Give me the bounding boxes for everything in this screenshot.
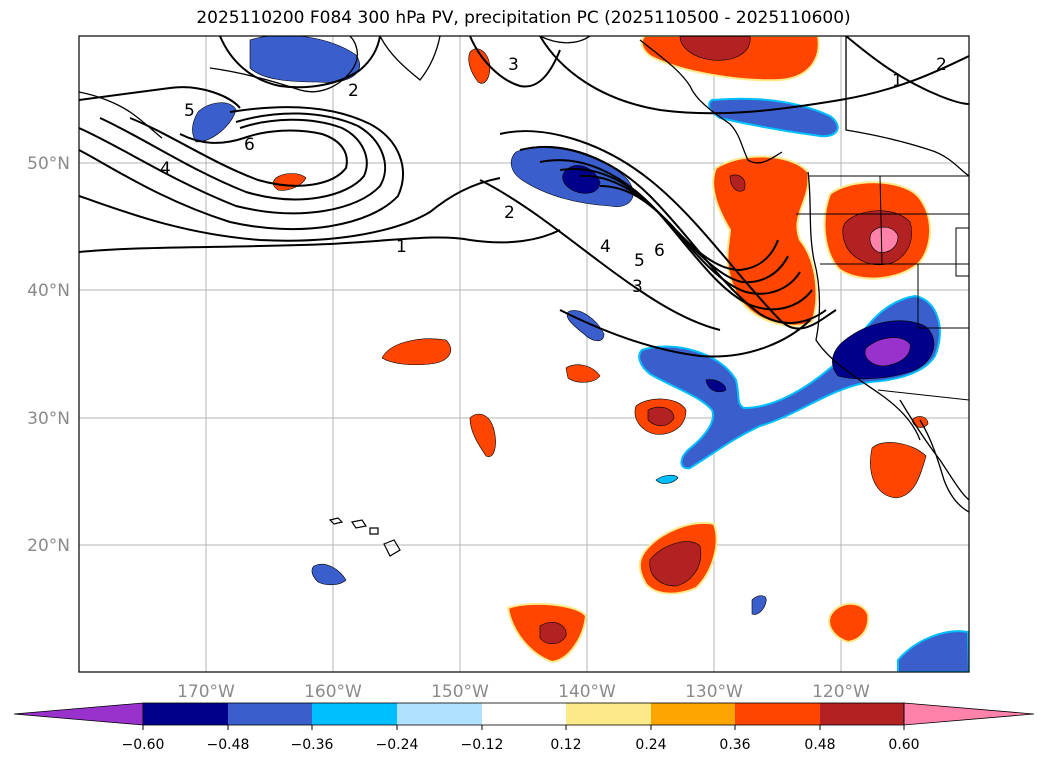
pv-label-4: 4: [160, 159, 171, 179]
precip-positive-areas: [272, 36, 932, 664]
latitude-labels: 50°N 40°N 30°N 20°N: [27, 154, 70, 556]
colorbar-frame: [142, 702, 905, 726]
pv-label-6: 6: [244, 135, 255, 155]
neg-area-gulf-small: [192, 102, 237, 143]
colorbar-tick-label-8: 0.36: [719, 737, 750, 753]
colorbar-tick-label-4: −0.24: [376, 737, 419, 753]
pos-area-tropical-core: [649, 541, 702, 587]
pv-contour-north: [469, 36, 561, 88]
pv-label-12: 6: [654, 241, 665, 261]
coastlines: [79, 36, 969, 513]
neg-area-small-tropical: [751, 595, 767, 615]
pos-area-alaska-core: [679, 36, 751, 61]
neg-area-bc-coast: [708, 97, 839, 138]
pv-contour-east-4: [559, 168, 801, 295]
colorbar-segment-8: [735, 703, 820, 725]
pv-label-3: 3: [632, 277, 643, 297]
longitude-labels: 170°W 160°W 150°W 140°W 130°W 120°W: [177, 682, 870, 702]
pv-contour-northeast-2: [845, 36, 969, 105]
colorbar-segment-5: [482, 703, 566, 725]
lon-label-130w: 130°W: [685, 682, 743, 702]
pos-area-small-spot: [565, 364, 601, 383]
pv-label-8: 2: [936, 55, 947, 75]
pv-label-5: 5: [184, 101, 195, 121]
colorbar-segment-3: [312, 703, 397, 725]
plot-frame: [78, 35, 970, 673]
hawaiian-islands: [328, 517, 401, 557]
colorbar: −0.60 −0.48 −0.36 −0.24 −0.12 0.12 0.24 …: [13, 702, 1035, 753]
pv-label-1: 1: [396, 237, 407, 257]
colorbar-segment-7: [651, 703, 735, 725]
pos-area-streak-south: [469, 413, 496, 457]
colorbar-tick-label-2: −0.48: [207, 737, 250, 753]
pv-label-10: 4: [600, 237, 611, 257]
colorbar-segment-4: [397, 703, 482, 725]
colorbar-tick-label-10: 0.60: [888, 737, 919, 753]
pv-contour-west-5: [99, 117, 368, 201]
pos-area-pnw-core: [729, 174, 746, 192]
pos-area-mid-pacific: [381, 338, 451, 366]
lon-label-150w: 150°W: [431, 682, 489, 702]
colorbar-tick-label-9: 0.48: [804, 737, 835, 753]
pos-area-great-basin-peak: [869, 226, 899, 253]
pv-contour-east-outer-2: [479, 179, 721, 331]
colorbar-extend-high: [903, 702, 1035, 726]
lon-label-160w: 160°W: [304, 682, 362, 702]
colorbar-segment-2: [228, 703, 312, 725]
lon-label-140w: 140°W: [558, 682, 616, 702]
lon-label-170w: 170°W: [177, 682, 235, 702]
neg-area-hawaii: [311, 563, 347, 586]
pv-contours: [79, 36, 969, 358]
pos-area-southeast: [828, 602, 870, 644]
pos-area-baja: [870, 442, 927, 499]
colorbar-tick-label-3: −0.36: [291, 737, 334, 753]
map-title: 2025110200 F084 300 hPa PV, precipitatio…: [196, 8, 851, 28]
lon-label-120w: 120°W: [812, 682, 870, 702]
colorbar-ticks: [142, 725, 905, 730]
pv-contour-north-2: [219, 36, 381, 89]
colorbar-tick-label-6: 0.12: [550, 737, 581, 753]
neg-area-aleutian-north: [249, 36, 361, 83]
neg-area-core-small: [705, 379, 727, 393]
colorbar-segment-6: [566, 703, 651, 725]
pv-contour-east-2: [519, 146, 827, 324]
pv-contour-west-6: [129, 117, 348, 187]
pv-label-7: 1: [892, 71, 903, 91]
pv-contour-labels: 1 2 3 4 5 6 1 2 3 4 5 6 2: [160, 55, 947, 297]
colorbar-segment-9: [820, 703, 904, 725]
lat-label-50n: 50°N: [27, 154, 70, 174]
neg-area-central-core: [562, 165, 601, 194]
pv-contour-east-5: [579, 174, 789, 284]
colorbar-tick-label-5: −0.12: [461, 737, 504, 753]
pv-label-2: 2: [504, 203, 515, 223]
colorbar-tick-label-1: −0.60: [122, 737, 165, 753]
pos-area-north-small: [468, 48, 491, 84]
colorbar-tick-label-7: 0.24: [635, 737, 666, 753]
pv-label-9: 3: [508, 55, 519, 75]
pv-contour-east-6: [599, 185, 779, 272]
colorbar-extend-low: [13, 702, 144, 726]
lat-label-20n: 20°N: [27, 536, 70, 556]
pos-area-east-core: [647, 406, 675, 427]
precip-negative-areas: [192, 36, 969, 672]
lat-label-40n: 40°N: [27, 281, 70, 301]
colorbar-segment-1: [143, 703, 228, 725]
pos-area-south-core: [539, 622, 567, 645]
neg-area-band-peak: [864, 337, 911, 367]
pv-contour-west-1: [79, 229, 561, 253]
pv-contour-west-4: [79, 112, 386, 215]
pv-contour-northwest: [79, 86, 241, 109]
pv-label-13: 2: [348, 81, 359, 101]
pv-contour-east-outer-3: [559, 309, 811, 358]
pv-contour-west-3: [79, 106, 404, 231]
neg-area-tiny-1: [655, 474, 679, 484]
pv-label-11: 5: [634, 251, 645, 271]
pv-contour-east-3: [539, 159, 813, 311]
pv-contour-west-2: [79, 177, 501, 242]
lat-label-30n: 30°N: [27, 409, 70, 429]
